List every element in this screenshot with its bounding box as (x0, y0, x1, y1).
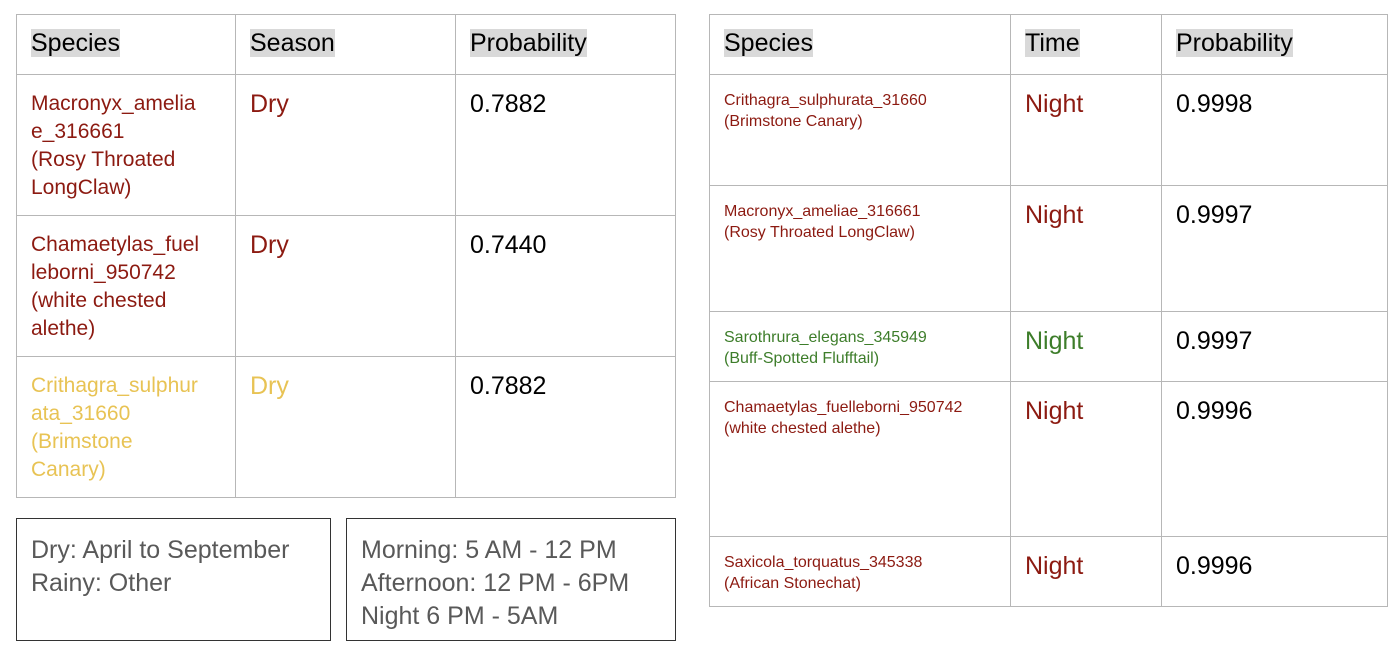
column-header: Species (709, 14, 1011, 75)
probability-cell: 0.9996 (1161, 536, 1388, 607)
time-cell: Night (1010, 74, 1162, 186)
probability-cell: 0.9997 (1161, 185, 1388, 312)
table-row: Crithagra_sulphurata_31660 (Brimstone Can… (709, 74, 1388, 186)
probability-cell: 0.7882 (455, 74, 676, 216)
time-cell: Night (1010, 311, 1162, 382)
time-cell: Night (1010, 381, 1162, 537)
legend-line: Rainy: Other (31, 569, 172, 597)
species-cell: Crithagra_sulphurata_31660 (Brimstone Can… (709, 74, 1011, 186)
table-row: Crithagra_sulphur ata_31660 (Brimstone Cana… (16, 356, 676, 498)
season-cell: Dry (235, 215, 456, 357)
probability-cell: 0.9996 (1161, 381, 1388, 537)
species-cell: Saxicola_torquatus_345338 (African Stonec… (709, 536, 1011, 607)
table-row: Sarothrura_elegans_345949 (Buff-Spotted F… (709, 311, 1388, 382)
time-cell: Night (1010, 185, 1162, 312)
column-header: Season (235, 14, 456, 75)
time-cell: Night (1010, 536, 1162, 607)
column-header: Probability (455, 14, 676, 75)
probability-cell: 0.9997 (1161, 311, 1388, 382)
time-legend-box: Morning: 5 AM - 12 PM Afternoon: 12 PM -… (346, 518, 676, 641)
legend-line: Dry: April to September (31, 536, 290, 564)
species-cell: Crithagra_sulphur ata_31660 (Brimstone Cana… (16, 356, 236, 498)
species-cell: Macronyx_amelia e_316661 (Rosy Throated Lon… (16, 74, 236, 216)
legend-line: Morning: 5 AM - 12 PM (361, 536, 617, 564)
probability-cell: 0.9998 (1161, 74, 1388, 186)
table-row: Macronyx_ameliae_316661 (Rosy Throated Lo… (709, 185, 1388, 312)
table-row: Saxicola_torquatus_345338 (African Stonec… (709, 536, 1388, 607)
season-probability-table: Species Season Probability Macronyx_amel… (16, 14, 676, 498)
time-probability-table: Species Time Probability Crithagra_sulph… (709, 14, 1388, 607)
table-row: Chamaetylas_fuelleborni_950742(white che… (709, 381, 1388, 537)
legend-line: Night 6 PM - 5AM (361, 602, 559, 630)
species-cell: Macronyx_ameliae_316661 (Rosy Throated Lo… (709, 185, 1011, 312)
table-row: Macronyx_amelia e_316661 (Rosy Throated Lon… (16, 74, 676, 216)
season-legend-box: Dry: April to September Rainy: Other (16, 518, 331, 641)
season-cell: Dry (235, 356, 456, 498)
table-header-row: Species Season Probability (16, 14, 676, 75)
probability-cell: 0.7882 (455, 356, 676, 498)
species-cell: Sarothrura_elegans_345949 (Buff-Spotted F… (709, 311, 1011, 382)
column-header: Probability (1161, 14, 1388, 75)
column-header: Time (1010, 14, 1162, 75)
probability-cell: 0.7440 (455, 215, 676, 357)
season-cell: Dry (235, 74, 456, 216)
legend-line: Afternoon: 12 PM - 6PM (361, 569, 630, 597)
column-header: Species (16, 14, 236, 75)
species-cell: Chamaetylas_fuelleborni_950742(white che… (709, 381, 1011, 537)
table-header-row: Species Time Probability (709, 14, 1388, 75)
